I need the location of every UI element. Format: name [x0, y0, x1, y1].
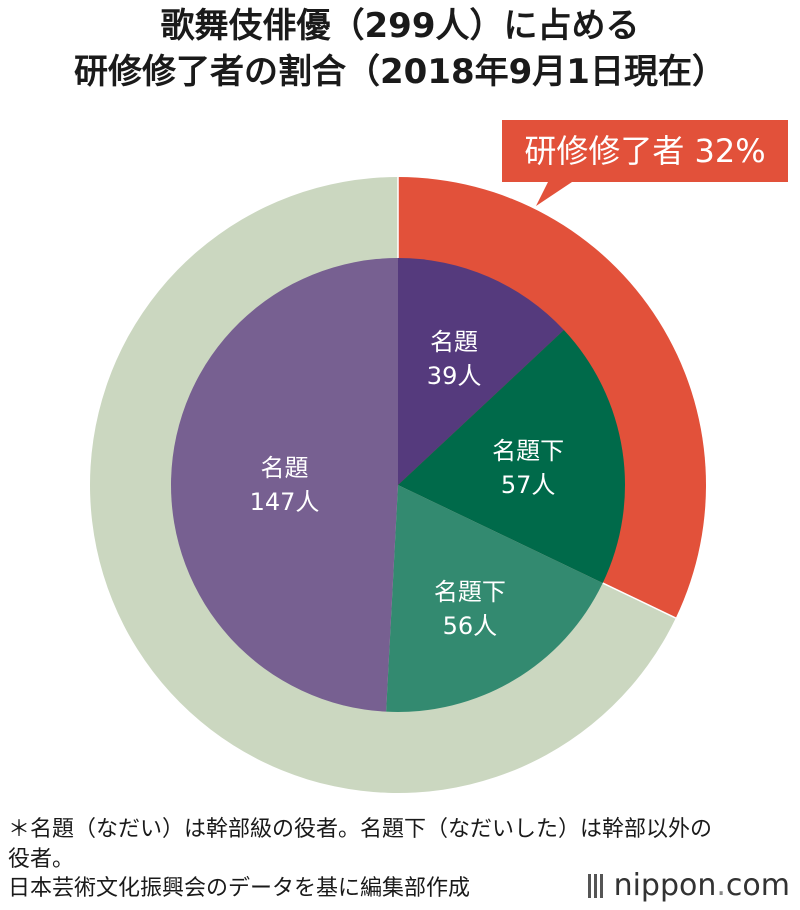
logo-main: nippon: [613, 868, 717, 903]
inner-slice-value-1: 57人: [501, 471, 556, 499]
source-note: 日本芸術文化振興会のデータを基に編集部作成: [8, 876, 471, 901]
inner-slice-label-3: 名題: [261, 454, 309, 482]
chart-title-line2: 研修修了者の割合（2018年9月1日現在）: [74, 52, 726, 92]
inner-slice-label-2: 名題下: [434, 578, 506, 606]
footnote-line2: 役者。: [8, 847, 75, 872]
inner-slice-value-2: 56人: [443, 612, 498, 640]
inner-slice-label-1: 名題下: [492, 437, 564, 465]
callout-pointer: [536, 182, 572, 206]
inner-slice-value-3: 147人: [250, 488, 320, 516]
outer-ring-divider-1: [602, 582, 677, 619]
inner-pie-slice-2: [386, 485, 603, 712]
callout-box: [502, 120, 788, 182]
logo-dot: .: [716, 868, 726, 903]
chart-title-line1: 歌舞伎俳優（299人）に占める: [160, 6, 640, 46]
logo-bars-icon: [587, 873, 606, 898]
inner-pie-slice-1: [398, 330, 625, 584]
inner-slice-value-0: 39人: [427, 362, 482, 390]
inner-slice-label-0: 名題: [430, 328, 478, 356]
inner-pie-slice-3: [171, 258, 398, 712]
inner-pie-slice-0: [398, 258, 564, 485]
logo-tld: com: [725, 868, 790, 903]
callout-label: 研修修了者 32%: [524, 132, 765, 170]
footnote-line1: ＊名題（なだい）は幹部級の役者。名題下（なだいした）は幹部以外の: [8, 817, 713, 842]
nippon-logo: nippon. com: [587, 868, 790, 903]
